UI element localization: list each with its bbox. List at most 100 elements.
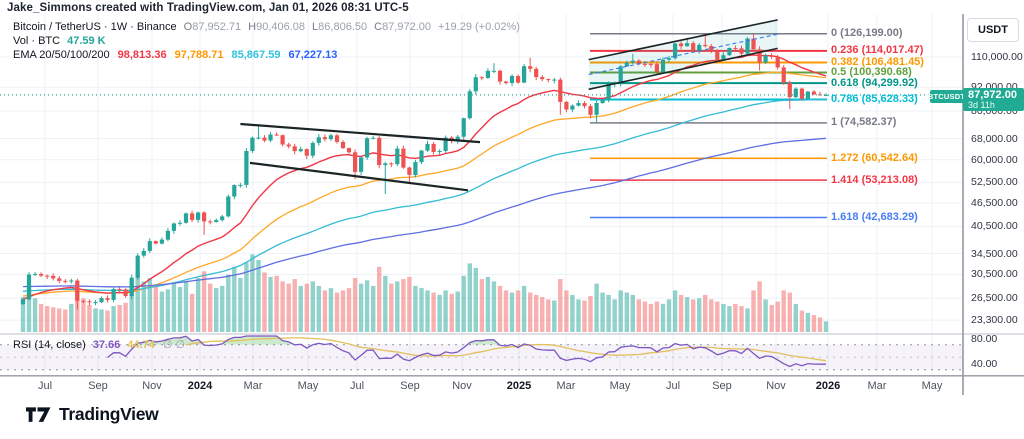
candle-body bbox=[135, 255, 140, 278]
candle-body bbox=[111, 289, 116, 300]
candle-series bbox=[20, 33, 829, 310]
volume-bar bbox=[334, 292, 340, 332]
candle-body bbox=[298, 149, 303, 152]
volume-bar bbox=[304, 283, 309, 332]
high-value: 90,406.08 bbox=[256, 21, 306, 33]
candle-body bbox=[183, 213, 189, 223]
volume-bar bbox=[93, 308, 98, 332]
volume-bar bbox=[346, 288, 352, 332]
close-label: C bbox=[374, 21, 383, 33]
candle-body bbox=[697, 44, 702, 51]
volume-bar bbox=[823, 321, 829, 332]
low-label: L bbox=[312, 21, 319, 33]
candle-body bbox=[419, 150, 424, 163]
volume-bar bbox=[298, 285, 303, 332]
fib-label-0.236[interactable]: 0.236 (114,017.47) bbox=[831, 44, 924, 57]
volume-bar bbox=[189, 293, 195, 333]
candle-body bbox=[733, 48, 738, 49]
time-axis-tick-Mar: Mar bbox=[243, 380, 263, 392]
fib-label-1.272[interactable]: 1.272 (60,542.64) bbox=[831, 151, 918, 164]
ema20-line bbox=[22, 54, 827, 301]
volume-bar bbox=[340, 290, 346, 332]
candle-body bbox=[202, 212, 207, 222]
candle-body bbox=[558, 79, 563, 102]
ascending-channel-2025-upper-line[interactable] bbox=[588, 19, 778, 61]
fib-label-0.786[interactable]: 0.786 (85,628.33) bbox=[831, 93, 918, 105]
volume-bar bbox=[509, 292, 515, 332]
fib-label-0.618[interactable]: 0.618 (94,299.92) bbox=[831, 76, 918, 89]
candle-body bbox=[371, 137, 376, 139]
symbol-title[interactable]: Bitcoin / TetherUS · 1W · Binance bbox=[13, 21, 177, 33]
ema200-line bbox=[22, 137, 827, 288]
time-axis-tick-Mar: Mar bbox=[556, 380, 576, 392]
candle-body bbox=[811, 91, 816, 95]
ascending-channel-2025-lower-line[interactable] bbox=[588, 47, 778, 91]
candle-body bbox=[745, 38, 750, 54]
fib-label-1[interactable]: 1 (74,582.37) bbox=[831, 116, 897, 129]
candle-body bbox=[685, 43, 690, 47]
candle-body bbox=[739, 48, 744, 54]
rsi-indicator-label[interactable]: RSI (14, close) bbox=[13, 339, 86, 351]
candle-body bbox=[775, 56, 780, 68]
candle-body bbox=[93, 302, 98, 304]
volume-bar bbox=[425, 290, 430, 332]
candle-body bbox=[413, 162, 418, 175]
fib-label-0.5[interactable]: 0.5 (100,390.68) bbox=[831, 66, 912, 78]
volume-bar bbox=[111, 306, 116, 332]
candle-body bbox=[280, 135, 285, 145]
candle-body bbox=[328, 135, 333, 140]
fib-label-1.414[interactable]: 1.414 (53,213.08) bbox=[831, 173, 918, 186]
volume-bar bbox=[389, 283, 394, 332]
volume-bar bbox=[654, 301, 660, 332]
ascending-channel-2025-fill[interactable] bbox=[588, 19, 778, 90]
fib-label-1.618[interactable]: 1.618 (42,683.29) bbox=[831, 211, 918, 223]
volume-bar bbox=[666, 299, 672, 332]
price-axis-tick: 40,500.00 bbox=[971, 220, 1018, 233]
time-axis-tick-2025: 2025 bbox=[506, 380, 532, 392]
time-axis-tick-Sep: Sep bbox=[400, 380, 420, 392]
volume-bar bbox=[117, 305, 122, 332]
candle-body bbox=[226, 196, 231, 217]
candle-body bbox=[238, 184, 243, 186]
volume-bar bbox=[769, 305, 774, 332]
volume-bar bbox=[32, 298, 38, 333]
fib-label-0[interactable]: 0 (126,199.00) bbox=[831, 27, 903, 40]
last-price-value: 87,972.00 bbox=[968, 88, 1017, 101]
volume-bar bbox=[244, 262, 249, 333]
candle-body bbox=[292, 146, 297, 152]
last-price-badge: 87,972.00 3d 11h bbox=[963, 87, 1024, 111]
candle-body bbox=[262, 137, 267, 141]
time-axis-tick-May: May bbox=[297, 380, 319, 392]
volume-bar bbox=[503, 290, 509, 332]
descending-channel-2024-lower-line[interactable] bbox=[249, 161, 469, 192]
volume-value: 47.59 K bbox=[67, 35, 106, 47]
descending-channel-2024-upper-line[interactable] bbox=[240, 122, 481, 144]
volume-bar bbox=[672, 290, 678, 332]
candle-body bbox=[141, 250, 146, 256]
volume-bar bbox=[280, 281, 285, 332]
candle-body bbox=[534, 68, 539, 78]
volume-bar bbox=[431, 292, 436, 332]
volume-bar bbox=[129, 283, 134, 332]
ema-indicator-label[interactable]: EMA 20/50/100/200 bbox=[13, 49, 110, 61]
volume-bar bbox=[461, 275, 466, 333]
volume-bar bbox=[26, 284, 32, 333]
fib-label-0.382[interactable]: 0.382 (106,481.45) bbox=[831, 56, 924, 68]
volume-bar bbox=[739, 306, 744, 332]
time-axis-tick-Sep: Sep bbox=[712, 380, 732, 392]
volume-indicator-label[interactable]: Vol · BTC bbox=[13, 35, 61, 47]
candle-body bbox=[304, 149, 309, 156]
price-axis-tick: 23,300.00 bbox=[971, 314, 1018, 327]
candle-body bbox=[485, 70, 490, 78]
volume-bar bbox=[497, 285, 503, 332]
ascending-channel-2025-midline[interactable] bbox=[588, 33, 778, 76]
volume-bar bbox=[63, 309, 68, 332]
candle-body bbox=[618, 66, 623, 84]
currency-toggle-button[interactable]: USDT bbox=[967, 18, 1019, 42]
candle-body bbox=[600, 100, 605, 104]
volume-bar bbox=[697, 298, 702, 333]
price-axis-tick: 68,000.00 bbox=[971, 132, 1018, 145]
candle-body bbox=[805, 91, 810, 99]
volume-bar bbox=[721, 303, 726, 332]
